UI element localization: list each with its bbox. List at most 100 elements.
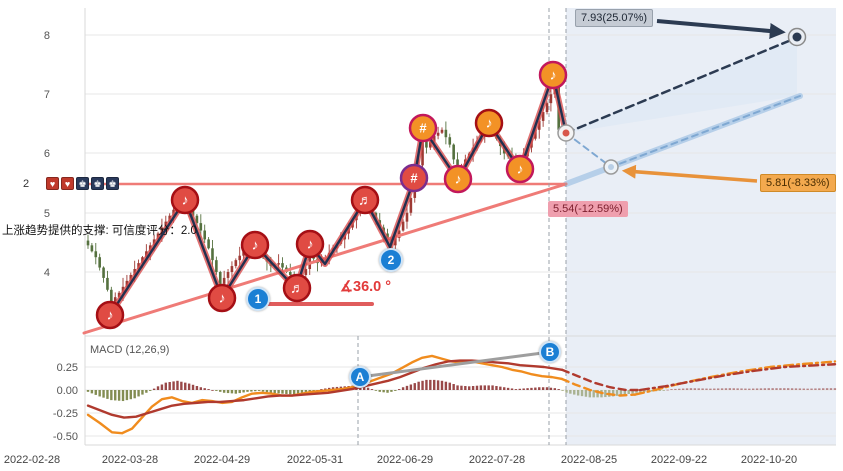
macd-histogram-bar [460, 385, 463, 390]
macd-histogram-bar [242, 390, 245, 393]
wave-marker-icon[interactable] [408, 113, 438, 143]
macd-histogram-bar [499, 386, 502, 390]
macd-histogram-bar [483, 385, 486, 390]
wave-marker-icon[interactable] [350, 185, 380, 215]
wave-marker-icon[interactable] [282, 273, 312, 303]
macd-histogram-bar [643, 390, 646, 393]
signal-icon-2[interactable]: ♥ [61, 177, 74, 190]
ab-trend-line [358, 350, 552, 379]
wave-marker-icon[interactable] [474, 108, 504, 138]
price-tick-label: 4 [44, 267, 50, 279]
macd-histogram-bar [565, 390, 568, 393]
macd-histogram-bar [674, 388, 677, 390]
macd-histogram-bar [526, 388, 529, 390]
support-note: 上涨趋势提供的支撑: 可信度评分：2.0 [2, 225, 197, 237]
angle-annotation: ∡36.0 ° [340, 279, 392, 295]
macd-histogram-bar [152, 388, 156, 390]
candle-body [226, 272, 230, 278]
sequence-marker-2[interactable]: 2 [379, 248, 403, 272]
macd-histogram-bar [184, 382, 187, 390]
macd-histogram-bar [814, 388, 817, 390]
date-label: 2022-03-28 [102, 454, 158, 466]
wave-marker-glyph: ♪ [307, 236, 314, 252]
macd-histogram-bar [479, 385, 483, 390]
macd-histogram-bar [448, 382, 451, 390]
macd-histogram-bar [324, 388, 327, 390]
macd-histogram-bar [257, 390, 261, 391]
macd-histogram-bar [277, 390, 280, 394]
wave-marker-icon[interactable] [207, 283, 237, 313]
candle-body [218, 272, 222, 284]
macd-histogram-bar [534, 387, 537, 390]
macd-histogram-bar [327, 387, 331, 390]
macd-histogram-bar [149, 390, 152, 391]
macd-histogram-bar [713, 388, 716, 390]
macd-histogram-bar [767, 388, 770, 390]
macd-histogram-bar [417, 381, 420, 390]
wave-marker-icon[interactable] [505, 154, 535, 184]
sequence-marker-B[interactable]: B [539, 341, 561, 363]
signal-icon-5[interactable]: ♚ [106, 177, 119, 190]
wave-marker-icon[interactable] [170, 185, 200, 215]
candle-body [113, 297, 117, 302]
macd-histogram-bar [398, 389, 401, 390]
signal-icon-4[interactable]: ♚ [91, 177, 104, 190]
dif-line-solid [86, 354, 564, 435]
macd-histogram-bar [503, 387, 506, 390]
candle-body [440, 129, 444, 133]
candle-body [191, 208, 195, 216]
wave-marker-icon[interactable] [399, 163, 429, 193]
wave-marker-glyph: ♪ [182, 192, 189, 208]
mid-price-badge[interactable]: 5.81(-8.33%) [760, 174, 836, 192]
wave-marker-icon[interactable] [538, 60, 568, 90]
macd-histogram-bar [829, 388, 833, 390]
wave-marker-glyph: ♪ [455, 171, 462, 187]
sequence-marker-1[interactable]: 1 [246, 287, 270, 311]
macd-histogram-bar [137, 390, 140, 397]
target-price-badge[interactable]: 7.93(25.07%) [575, 9, 654, 27]
candle-body [90, 245, 94, 252]
candle-body [234, 260, 238, 267]
macd-histogram-bar [273, 390, 276, 394]
macd-histogram-bar [561, 390, 564, 391]
macd-histogram-bar [728, 388, 732, 390]
signal-icon-3[interactable]: ♚ [76, 177, 89, 190]
macd-histogram-bar [401, 387, 405, 390]
macd-histogram-bar [281, 390, 284, 394]
macd-histogram-bar [724, 388, 728, 390]
macd-tick-label: 0.00 [57, 385, 78, 397]
signal-icon-1[interactable]: ♥ [46, 177, 59, 190]
projection-point-dot [792, 32, 802, 42]
macd-histogram-bar [810, 388, 813, 390]
macd-histogram-bar [452, 384, 455, 390]
sequence-marker-A[interactable]: A [349, 366, 371, 388]
macd-histogram-bar [818, 388, 821, 390]
wave-marker-icon[interactable] [240, 230, 270, 260]
macd-histogram-bar [716, 388, 720, 390]
macd-histogram-bar [545, 387, 549, 390]
macd-histogram-bar [771, 388, 774, 390]
macd-histogram-bar [390, 390, 393, 392]
macd-histogram-bar [794, 388, 798, 390]
candle-body [106, 277, 109, 290]
stop-price-badge[interactable]: 5.54(-12.59%) [548, 201, 628, 217]
wave-marker-icon[interactable] [95, 300, 125, 330]
date-label: 2022-04-29 [194, 454, 250, 466]
macd-histogram-bar [740, 388, 743, 390]
macd-histogram-bar [191, 384, 195, 390]
wave-marker-glyph: ♬ [290, 280, 304, 296]
macd-histogram-bar [506, 387, 510, 390]
candle-body [288, 272, 292, 275]
wave-marker-icon[interactable] [443, 164, 473, 194]
date-label: 2022-05-31 [287, 454, 343, 466]
macd-histogram-bar [366, 387, 370, 390]
macd-histogram-bar [300, 390, 304, 394]
macd-histogram-bar [732, 388, 735, 390]
macd-histogram-bar [440, 380, 444, 390]
candle-body [448, 137, 452, 145]
macd-histogram-bar [226, 390, 230, 394]
macd-histogram-bar [413, 383, 416, 390]
wave-marker-icon[interactable] [295, 229, 325, 259]
macd-histogram-bar [250, 390, 253, 392]
date-label: 2022-09-22 [651, 454, 707, 466]
